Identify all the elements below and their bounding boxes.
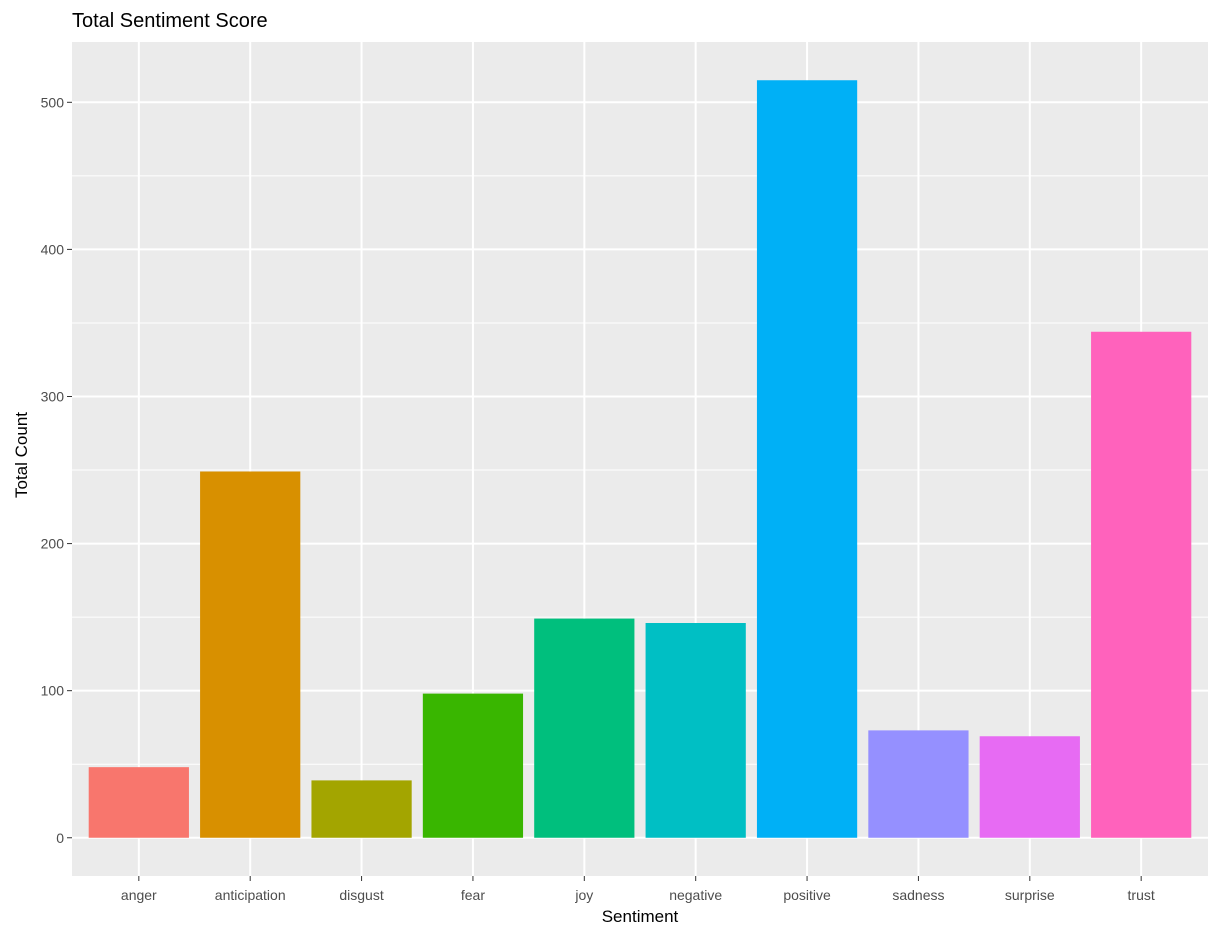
x-tick-label-sadness: sadness: [892, 887, 944, 903]
bar-anger: [88, 767, 189, 838]
x-tick-label-anger: anger: [121, 887, 157, 903]
y-tick-label: 0: [56, 830, 64, 846]
x-tick-label-surprise: surprise: [1005, 887, 1055, 903]
x-tick-label-joy: joy: [574, 887, 593, 903]
bar-disgust: [311, 780, 412, 838]
y-tick-label: 400: [41, 241, 65, 257]
y-axis-label: Total Count: [12, 412, 31, 498]
y-tick-label: 300: [41, 388, 65, 404]
bar-joy: [534, 618, 635, 838]
x-axis-label: Sentiment: [601, 907, 679, 926]
x-tick-label-disgust: disgust: [339, 887, 383, 903]
y-tick-label: 200: [41, 536, 65, 552]
chart-title: Total Sentiment Score: [72, 10, 268, 32]
bar-fear: [422, 693, 524, 838]
x-tick-label-negative: negative: [669, 887, 722, 903]
bar-sadness: [868, 730, 969, 838]
y-tick-label: 100: [41, 683, 65, 699]
x-tick-label-positive: positive: [783, 887, 831, 903]
x-tick-label-anticipation: anticipation: [215, 887, 286, 903]
x-tick-label-fear: fear: [461, 887, 485, 903]
bar-surprise: [979, 736, 1080, 838]
bar-anticipation: [200, 471, 301, 838]
bar-trust: [1091, 331, 1192, 838]
bar-negative: [645, 623, 746, 838]
y-tick-label: 500: [41, 94, 65, 110]
x-axis-ticks: anger anticipation disgust fear joy negative p…: [121, 876, 1155, 903]
y-axis-ticks: 0 100 200 300 400 500: [41, 94, 72, 846]
x-tick-label-trust: trust: [1128, 887, 1155, 903]
bar-positive: [756, 80, 858, 838]
bars: [88, 80, 1192, 838]
